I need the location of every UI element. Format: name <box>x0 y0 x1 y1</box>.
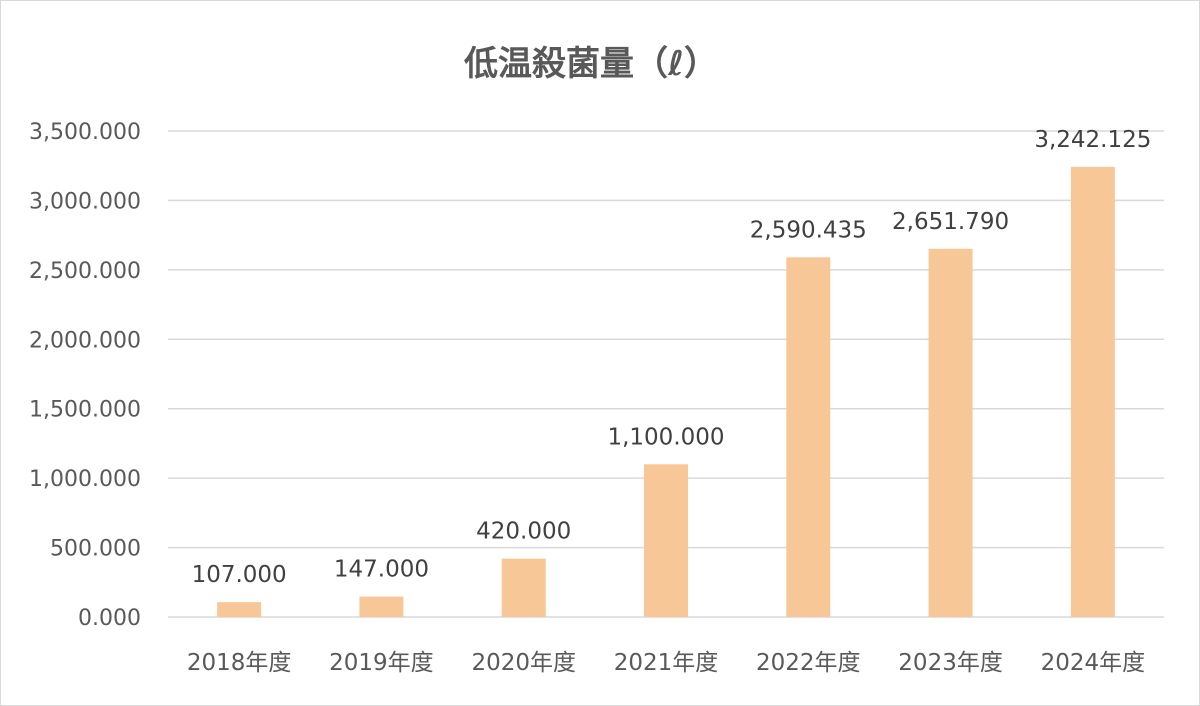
y-tick-label: 2,500.000 <box>29 259 141 284</box>
x-category-label: 2019年度 <box>329 650 434 676</box>
y-tick-label: 1,500.000 <box>29 398 141 423</box>
bar <box>786 257 831 617</box>
x-category-label: 2023年度 <box>898 650 1003 676</box>
bar <box>928 248 973 617</box>
x-category-label: 2020年度 <box>471 650 576 676</box>
bar <box>1070 166 1115 617</box>
data-label: 3,242.125 <box>1034 127 1151 153</box>
y-tick-label: 500.000 <box>50 537 141 562</box>
x-category-label: 2022年度 <box>756 650 861 676</box>
data-label: 107.000 <box>192 562 287 588</box>
bar <box>644 464 688 617</box>
bar <box>217 602 262 617</box>
y-tick-label: 1,000.000 <box>29 467 141 492</box>
chart-title: 低温殺菌量（ℓ） <box>464 44 718 84</box>
x-category-label: 2018年度 <box>187 650 292 676</box>
y-tick-label: 0.000 <box>78 606 141 631</box>
x-category-label: 2021年度 <box>614 650 719 676</box>
x-axis-categories: 2018年度 2019年度 2020年度 2021年度 2022年度 2023年度 2024… <box>187 650 1145 676</box>
bar <box>501 558 546 617</box>
y-tick-label: 2,000.000 <box>29 328 141 353</box>
y-axis-ticks: 0.000 500.000 1,000.000 1,500.000 2,000.000 2… <box>29 120 141 631</box>
bars <box>217 166 1115 617</box>
data-label: 420.000 <box>476 519 571 545</box>
data-labels: 107.000 147.000 420.000 1,100.000 2,590.435 2… <box>192 127 1152 588</box>
bar <box>359 596 404 617</box>
data-label: 147.000 <box>334 557 429 583</box>
data-label: 1,100.000 <box>607 424 724 450</box>
y-tick-label: 3,500.000 <box>29 120 141 145</box>
y-tick-label: 3,000.000 <box>29 189 141 214</box>
x-category-label: 2024年度 <box>1041 650 1146 676</box>
data-label: 2,590.435 <box>750 217 867 243</box>
data-label: 2,651.790 <box>892 209 1009 235</box>
